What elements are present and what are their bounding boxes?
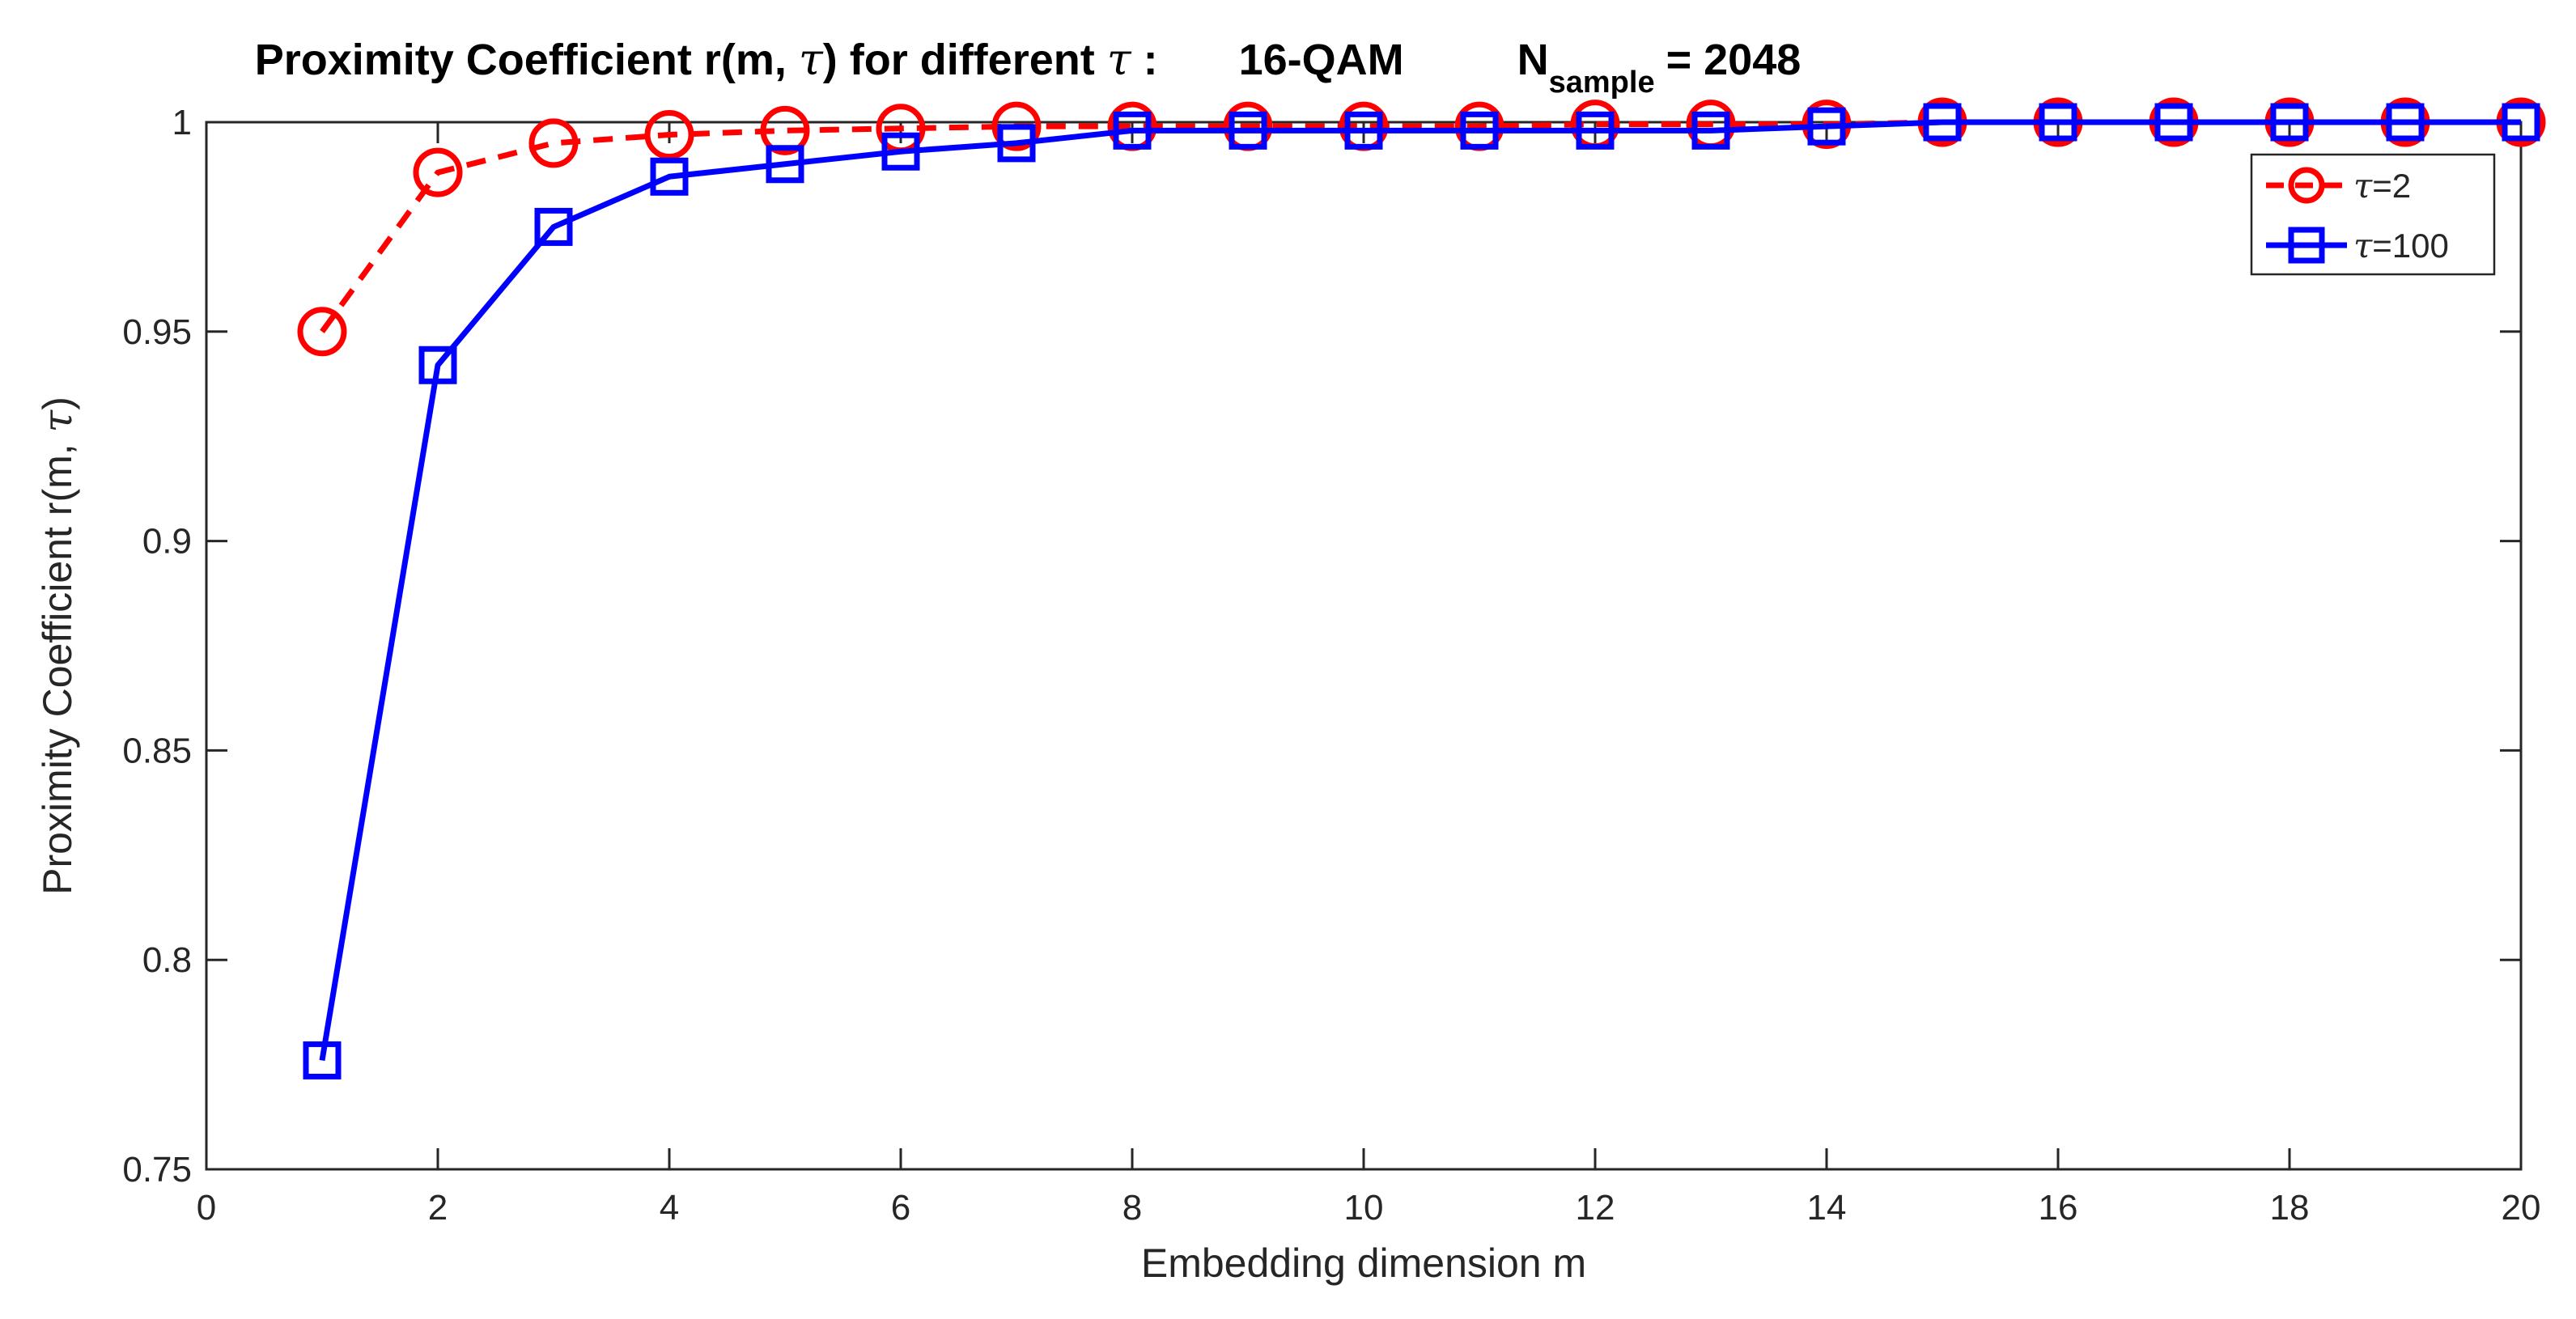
y-tick-label: 0.75 bbox=[122, 1150, 192, 1190]
y-tick-label: 1 bbox=[172, 103, 192, 142]
data-point-circle bbox=[413, 147, 463, 197]
x-tick-label: 16 bbox=[2039, 1188, 2078, 1228]
y-axis-label-prefix: Proximity Coefficient r(m, bbox=[35, 432, 80, 894]
data-point-circle bbox=[297, 307, 347, 357]
data-point-square bbox=[1807, 107, 1846, 146]
title-main: Proximity Coefficient r(m, bbox=[255, 36, 799, 84]
x-tick-label: 2 bbox=[428, 1188, 448, 1228]
data-point-circle bbox=[991, 101, 1042, 151]
y-tick-label: 0.95 bbox=[122, 312, 192, 352]
y-tick-label: 0.85 bbox=[122, 731, 192, 770]
title-tau: τ bbox=[799, 34, 824, 85]
data-point-square bbox=[997, 124, 1036, 163]
legend: τ=2 τ=100 bbox=[2250, 153, 2496, 276]
x-tick-label: 6 bbox=[891, 1188, 910, 1228]
y-tick-label: 0.9 bbox=[142, 522, 192, 562]
data-point-square bbox=[418, 346, 457, 384]
data-point-square bbox=[2386, 103, 2425, 142]
data-point-square bbox=[881, 132, 920, 171]
y-axis-label-tau: τ bbox=[34, 409, 81, 432]
data-point-square bbox=[1113, 111, 1152, 150]
legend-tau-symbol: τ bbox=[2353, 166, 2373, 206]
x-tick-label: 18 bbox=[2270, 1188, 2310, 1228]
legend-marker-square bbox=[2288, 227, 2325, 264]
legend-label-tau-100: τ=100 bbox=[2353, 226, 2449, 265]
data-point-square bbox=[766, 145, 804, 184]
x-tick-label: 8 bbox=[1122, 1188, 1142, 1228]
x-tick-label: 4 bbox=[660, 1188, 679, 1228]
x-tick-label: 14 bbox=[1807, 1188, 1847, 1228]
title-n: N bbox=[1517, 36, 1549, 84]
x-tick-label: 12 bbox=[1576, 1188, 1615, 1228]
title-tau-2: τ bbox=[1107, 34, 1132, 85]
title-n-value: = 2048 bbox=[1666, 36, 1802, 84]
legend-tau-2-value: =2 bbox=[2372, 167, 2411, 205]
series-layer bbox=[297, 97, 2546, 1079]
data-point-circle bbox=[528, 118, 579, 168]
series-line-tau-100 bbox=[319, 119, 2521, 1061]
title-after-tau: ) for different bbox=[823, 36, 1107, 84]
y-axis-ticks: 0.75 0.8 0.85 0.9 0.95 1 bbox=[122, 103, 2521, 1190]
legend-entry-tau-100: τ=100 bbox=[2266, 226, 2449, 265]
data-point-square bbox=[2154, 103, 2193, 142]
legend-entry-tau-2: τ=2 bbox=[2266, 166, 2411, 206]
title-colon: : bbox=[1131, 36, 1158, 84]
data-point-square bbox=[2270, 103, 2309, 142]
plot-area bbox=[205, 121, 2523, 1171]
x-tick-label: 10 bbox=[1344, 1188, 1384, 1228]
data-point-square bbox=[534, 207, 573, 246]
legend-tau-100-value: =100 bbox=[2372, 227, 2449, 265]
legend-label-tau-2: τ=2 bbox=[2353, 166, 2411, 206]
series-tau-100 bbox=[303, 103, 2540, 1079]
x-axis-label: Embedding dimension m bbox=[1141, 1241, 1586, 1286]
y-tick-label: 0.8 bbox=[142, 940, 192, 980]
plot-axes: 0 2 4 6 8 10 12 14 16 18 20 0.75 0.8 0.85 0.9 0.95 1 bbox=[122, 103, 2540, 1228]
legend-marker-circle bbox=[2288, 167, 2325, 204]
data-point-square bbox=[1344, 111, 1383, 150]
data-point-circle bbox=[760, 105, 810, 155]
data-point-square bbox=[1923, 103, 1962, 142]
x-tick-label: 0 bbox=[197, 1188, 216, 1228]
chart-title: Proximity Coefficient r(m, τ) for differ… bbox=[255, 34, 1802, 100]
data-point-square bbox=[1576, 111, 1615, 150]
title-scheme: 16-QAM bbox=[1239, 36, 1404, 84]
title-n-subscript: sample bbox=[1549, 66, 1655, 100]
y-axis-label: Proximity Coefficient r(m, τ) bbox=[34, 397, 81, 895]
data-point-square bbox=[1229, 111, 1267, 150]
data-point-square bbox=[1460, 111, 1499, 150]
legend-tau-symbol: τ bbox=[2353, 226, 2373, 265]
data-point-square bbox=[1691, 111, 1730, 150]
y-axis-label-suffix: ) bbox=[35, 397, 80, 410]
data-point-square bbox=[650, 157, 689, 196]
data-point-square bbox=[303, 1041, 342, 1079]
data-point-circle bbox=[644, 110, 694, 160]
x-axis-ticks: 0 2 4 6 8 10 12 14 16 18 20 bbox=[197, 122, 2541, 1228]
data-point-square bbox=[2502, 103, 2540, 142]
x-tick-label: 20 bbox=[2502, 1188, 2541, 1228]
data-point-square bbox=[2039, 103, 2077, 142]
